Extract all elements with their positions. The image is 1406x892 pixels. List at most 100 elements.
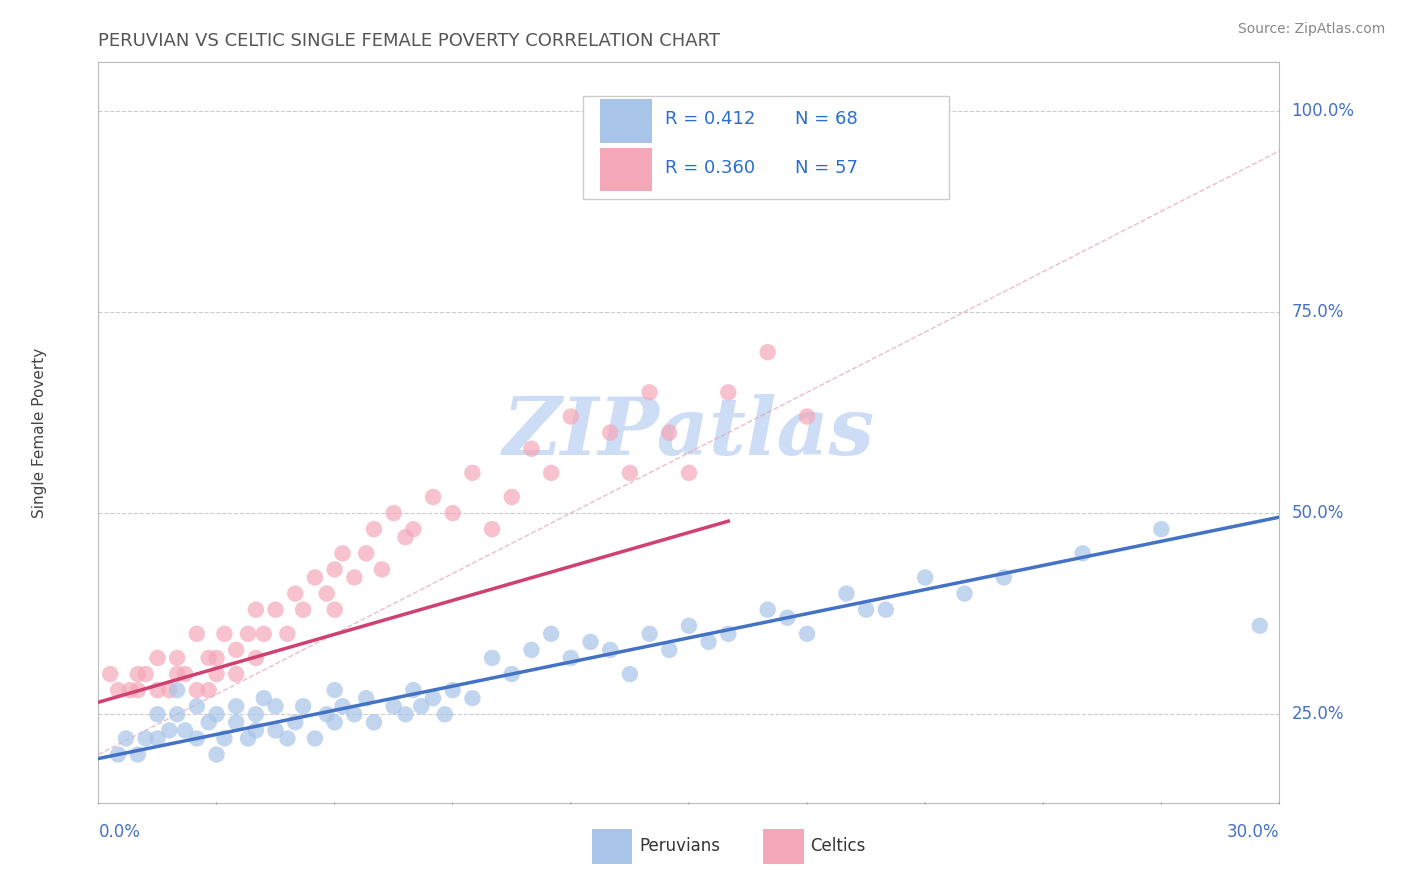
Point <box>520 643 543 657</box>
Point <box>135 731 157 746</box>
Point <box>166 683 188 698</box>
Point <box>560 651 582 665</box>
Point <box>599 425 621 440</box>
Point <box>284 586 307 600</box>
Point <box>225 699 247 714</box>
Point <box>1150 522 1173 536</box>
Point <box>658 643 681 657</box>
Point <box>197 683 219 698</box>
Point <box>619 466 641 480</box>
Point <box>236 731 259 746</box>
Point <box>186 699 208 714</box>
Point <box>166 707 188 722</box>
Point <box>225 643 247 657</box>
Point <box>166 651 188 665</box>
Text: 25.0%: 25.0% <box>1291 706 1344 723</box>
FancyBboxPatch shape <box>600 99 652 143</box>
Text: 50.0%: 50.0% <box>1291 504 1344 522</box>
Point <box>157 683 180 698</box>
Point <box>107 747 129 762</box>
Point <box>205 651 228 665</box>
Point <box>697 635 720 649</box>
Point <box>323 683 346 698</box>
Point <box>292 699 315 714</box>
Point <box>638 385 661 400</box>
Text: Single Female Poverty: Single Female Poverty <box>32 348 46 517</box>
Point <box>245 651 267 665</box>
Point <box>253 627 276 641</box>
Point <box>422 490 444 504</box>
Point <box>402 683 425 698</box>
Point <box>343 570 366 584</box>
Point <box>253 691 276 706</box>
Point <box>394 530 416 544</box>
Point <box>678 619 700 633</box>
Point <box>205 747 228 762</box>
Point <box>276 731 298 746</box>
Point <box>717 627 740 641</box>
Point <box>481 522 503 536</box>
Point <box>225 715 247 730</box>
Point <box>264 602 287 616</box>
Point <box>284 715 307 730</box>
Point <box>953 586 976 600</box>
Point <box>127 667 149 681</box>
Point <box>756 602 779 616</box>
Point <box>875 602 897 616</box>
Point <box>214 731 236 746</box>
Point <box>323 715 346 730</box>
Text: PERUVIAN VS CELTIC SINGLE FEMALE POVERTY CORRELATION CHART: PERUVIAN VS CELTIC SINGLE FEMALE POVERTY… <box>98 32 720 50</box>
Text: 75.0%: 75.0% <box>1291 303 1344 321</box>
Point <box>236 627 259 641</box>
Text: N = 68: N = 68 <box>796 111 858 128</box>
FancyBboxPatch shape <box>763 830 803 863</box>
Point <box>127 683 149 698</box>
Point <box>186 627 208 641</box>
Point <box>197 651 219 665</box>
Text: Peruvians: Peruvians <box>640 838 720 855</box>
Point <box>292 602 315 616</box>
Point <box>501 667 523 681</box>
Point <box>540 466 562 480</box>
Point <box>1071 546 1094 560</box>
Point <box>186 683 208 698</box>
Point <box>315 707 337 722</box>
Point <box>520 442 543 456</box>
Point <box>835 586 858 600</box>
Text: Source: ZipAtlas.com: Source: ZipAtlas.com <box>1237 22 1385 37</box>
Point <box>461 691 484 706</box>
Point <box>433 707 456 722</box>
Text: Celtics: Celtics <box>811 838 866 855</box>
Point <box>914 570 936 584</box>
Point <box>186 731 208 746</box>
Text: 0.0%: 0.0% <box>98 823 141 841</box>
Point <box>245 602 267 616</box>
Point <box>304 731 326 746</box>
Point <box>354 691 377 706</box>
Point <box>174 723 197 738</box>
Text: N = 57: N = 57 <box>796 159 858 177</box>
Point <box>579 635 602 649</box>
Point <box>441 506 464 520</box>
Point <box>481 651 503 665</box>
Point <box>157 723 180 738</box>
Point <box>599 643 621 657</box>
Point <box>205 707 228 722</box>
Point <box>461 466 484 480</box>
Point <box>323 562 346 576</box>
Point <box>343 707 366 722</box>
Point <box>678 466 700 480</box>
FancyBboxPatch shape <box>582 95 949 200</box>
Text: 100.0%: 100.0% <box>1291 102 1354 120</box>
Point <box>560 409 582 424</box>
Point <box>127 747 149 762</box>
Point <box>315 586 337 600</box>
Point <box>146 707 169 722</box>
Point <box>382 699 405 714</box>
Point <box>422 691 444 706</box>
Point <box>371 562 394 576</box>
Point <box>441 683 464 698</box>
Point <box>756 345 779 359</box>
FancyBboxPatch shape <box>600 147 652 191</box>
Point <box>214 627 236 641</box>
